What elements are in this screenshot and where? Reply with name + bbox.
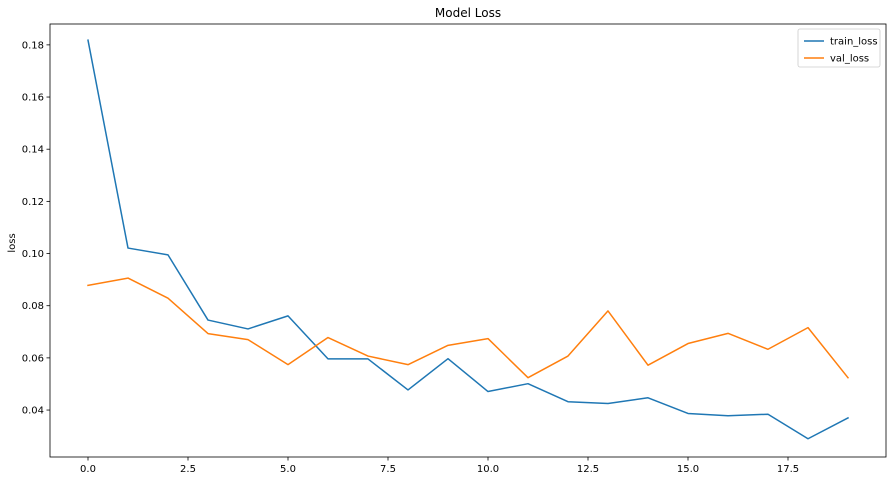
plot-frame (49, 23, 887, 458)
x-tick-label: 5.0 (280, 464, 296, 475)
y-tick-label: 0.10 (22, 249, 44, 260)
legend-label-train_loss: train_loss (830, 37, 878, 48)
x-tick-label: 17.5 (777, 464, 799, 475)
series-line-train_loss (87, 39, 850, 440)
y-tick-label: 0.04 (22, 406, 44, 417)
x-axis: 0.0 2.5 5.0 7.5 10.0 12.5 15.0 17.5 (80, 457, 799, 475)
y-tick-label: 0.16 (22, 93, 44, 104)
x-tick-label: 12.5 (577, 464, 599, 475)
series-line-val_loss (87, 277, 850, 379)
x-tick-label: 2.5 (180, 464, 196, 475)
chart-title: Model Loss (435, 6, 501, 20)
series-layer (87, 39, 850, 440)
y-tick-label: 0.06 (22, 353, 44, 364)
x-tick-label: 0.0 (80, 464, 96, 475)
y-tick-label: 0.08 (22, 301, 44, 312)
legend: train_loss val_loss (797, 28, 881, 68)
y-tick-label: 0.12 (22, 197, 44, 208)
y-tick-label: 0.18 (22, 40, 44, 51)
y-axis-label: loss (7, 233, 18, 252)
legend-label-val_loss: val_loss (830, 54, 869, 65)
x-tick-label: 10.0 (477, 464, 499, 475)
x-tick-label: 15.0 (677, 464, 699, 475)
y-axis: 0.04 0.06 0.08 0.10 0.12 0.14 0.16 0.18 (22, 40, 50, 417)
x-tick-label: 7.5 (380, 464, 396, 475)
y-tick-label: 0.14 (22, 145, 44, 156)
